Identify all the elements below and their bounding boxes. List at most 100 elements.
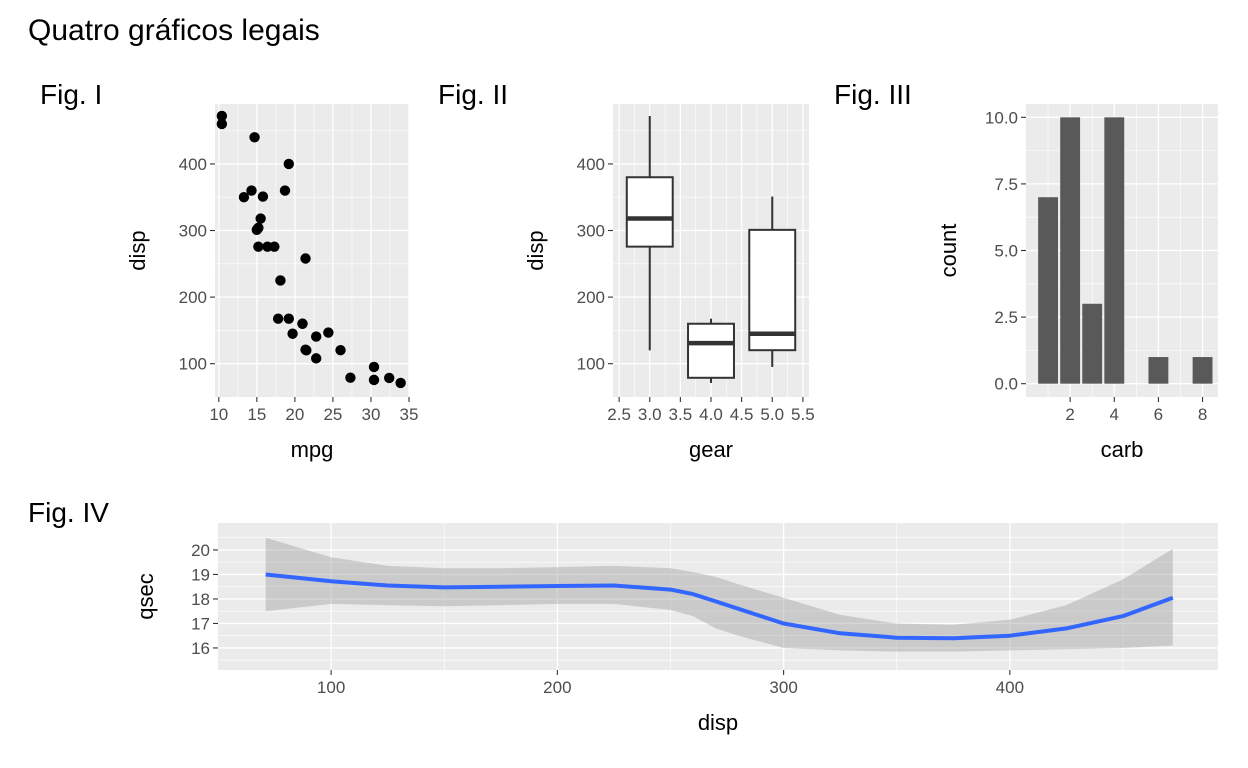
figure-tag: Fig. II — [438, 79, 508, 110]
x-tick-label: 5.5 — [791, 405, 815, 424]
box — [687, 322, 735, 379]
data-point — [257, 191, 269, 202]
data-point — [395, 377, 406, 389]
data-point — [253, 241, 264, 252]
box-group — [625, 115, 674, 351]
bar — [1104, 117, 1125, 384]
x-axis-title: disp — [698, 710, 738, 735]
x-tick-label: 4.5 — [730, 405, 754, 424]
y-tick-label: 400 — [179, 155, 207, 174]
x-tick-label: 4.0 — [699, 405, 723, 424]
data-point — [384, 372, 395, 384]
x-tick-label: 20 — [285, 405, 304, 424]
x-tick-label: 3.0 — [638, 405, 662, 424]
bar — [1148, 357, 1169, 384]
x-tick-label: 300 — [769, 678, 797, 697]
data-point — [310, 331, 322, 342]
data-point — [251, 224, 263, 236]
x-tick-label: 100 — [317, 678, 345, 697]
data-point — [246, 185, 257, 196]
data-point — [368, 374, 380, 386]
y-tick-label: 20 — [191, 541, 210, 560]
data-point — [216, 118, 228, 130]
x-tick-label: 15 — [247, 405, 266, 424]
bar — [1192, 357, 1213, 384]
plot-panel — [218, 523, 1218, 670]
x-tick-label: 2.5 — [607, 405, 631, 424]
y-tick-label: 2.5 — [994, 308, 1018, 327]
box — [748, 228, 797, 352]
data-point — [216, 110, 228, 122]
data-point — [287, 328, 298, 339]
y-axis-title: qsec — [133, 573, 158, 619]
y-tick-label: 300 — [179, 222, 207, 241]
x-axis-title: gear — [689, 437, 733, 462]
subplot-1: 10 15 20 25 30 35 100 200 300 400 mpg disp Fig. I — [40, 79, 418, 462]
bar — [1038, 197, 1058, 384]
y-tick-label: 200 — [179, 288, 207, 307]
data-point — [272, 313, 284, 324]
data-point — [238, 192, 250, 203]
data-point — [297, 318, 308, 329]
y-tick-label: 300 — [577, 222, 605, 241]
x-axis-title: mpg — [291, 437, 334, 462]
x-tick-label: 200 — [543, 678, 571, 697]
data-point — [335, 344, 346, 356]
y-tick-label: 400 — [577, 155, 605, 174]
plots-layer: 10 15 20 25 30 35 100 200 300 400 mpg disp Fig. I 2.5… — [28, 79, 1218, 735]
data-point — [279, 185, 291, 196]
figure-tag: Fig. I — [40, 79, 102, 110]
data-point — [300, 253, 311, 264]
data-point — [255, 213, 266, 224]
x-tick-label: 35 — [400, 405, 419, 424]
box — [625, 176, 674, 248]
data-point — [283, 313, 294, 324]
confidence-band — [265, 537, 1173, 652]
y-tick-label: 19 — [191, 565, 210, 584]
y-tick-label: 10.0 — [985, 108, 1018, 127]
y-tick-label: 17 — [191, 614, 210, 633]
y-tick-label: 7.5 — [994, 175, 1018, 194]
figure-title: Quatro gráficos legais — [28, 14, 320, 47]
data-point — [249, 132, 260, 143]
data-point — [310, 353, 322, 364]
y-tick-label: 200 — [577, 288, 605, 307]
x-tick-label: 5.0 — [760, 405, 784, 424]
subplot-4: 100 200 300 400 16 17 18 19 20 disp qsec Fig. IV — [28, 497, 1218, 735]
y-tick-label: 16 — [191, 639, 210, 658]
y-axis-title: count — [936, 224, 961, 278]
y-axis-title: disp — [125, 230, 150, 270]
subplot-2: 2.5 3.0 3.5 4.0 4.5 5.0 5.5 100 200 300 400 gear dis… — [438, 79, 815, 462]
figure-tag: Fig. IV — [28, 497, 109, 528]
box-group — [748, 196, 797, 367]
x-tick-label: 8 — [1198, 405, 1207, 424]
x-tick-label: 10 — [209, 405, 228, 424]
x-tick-label: 400 — [996, 678, 1024, 697]
data-point — [269, 241, 280, 252]
y-tick-label: 5.0 — [994, 242, 1018, 261]
y-tick-label: 100 — [577, 355, 605, 374]
data-point — [368, 361, 380, 373]
x-tick-label: 3.5 — [669, 405, 693, 424]
data-point — [300, 344, 311, 355]
x-tick-label: 25 — [323, 405, 342, 424]
plot-panel — [215, 104, 409, 397]
y-tick-label: 100 — [179, 355, 207, 374]
data-point — [323, 327, 334, 338]
data-point — [283, 158, 294, 170]
x-axis-title: carb — [1101, 437, 1144, 462]
y-tick-label: 0.0 — [994, 375, 1018, 394]
x-tick-label: 4 — [1110, 405, 1119, 424]
bar — [1082, 303, 1103, 384]
data-point — [345, 372, 356, 383]
smooth-line — [265, 572, 1174, 641]
bar — [1060, 117, 1081, 384]
data-point — [275, 275, 286, 286]
subplot-3: 2 4 6 8 0.0 2.5 5.0 7.5 10.0 carb count Fig. III — [834, 79, 1218, 462]
y-axis-title: disp — [523, 230, 548, 270]
y-tick-label: 18 — [191, 590, 210, 609]
x-tick-label: 30 — [361, 405, 380, 424]
figure-tag: Fig. III — [834, 79, 912, 110]
box-group — [687, 318, 735, 383]
